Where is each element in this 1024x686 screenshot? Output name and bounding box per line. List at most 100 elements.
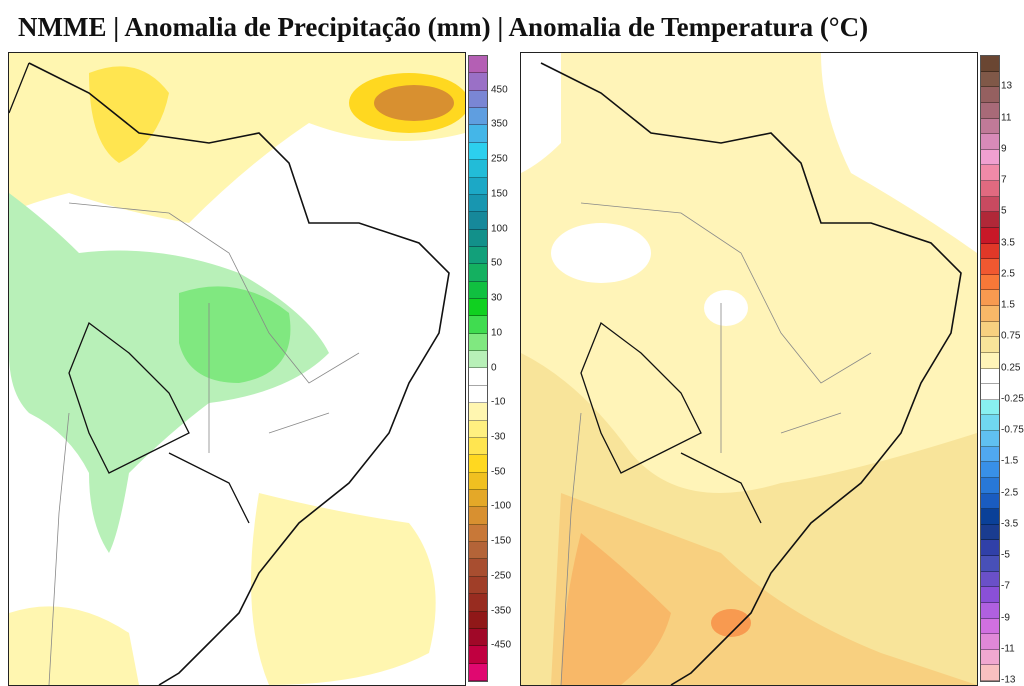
colorbar-tick-label: -13 — [1001, 674, 1016, 686]
colorbar-tick-label: 450 — [491, 84, 508, 96]
colorbar-tick-label: -1.5 — [1001, 455, 1019, 467]
colorbar-tick-label: -50 — [491, 466, 506, 478]
precipitation-colorbar — [468, 55, 488, 682]
colorbar-segment — [469, 437, 487, 456]
colorbar-segment — [469, 559, 487, 577]
colorbar-segment — [469, 56, 487, 74]
colorbar-tick-label: 5 — [1001, 205, 1007, 217]
colorbar-segment — [469, 628, 487, 647]
colorbar-tick-label: -11 — [1001, 643, 1015, 655]
colorbar-segment — [469, 264, 487, 282]
colorbar-segment — [469, 646, 487, 664]
colorbar-tick-label: 3.5 — [1001, 237, 1015, 248]
colorbar-segment — [981, 524, 999, 541]
colorbar-segment — [981, 56, 999, 72]
colorbar-segment — [981, 540, 999, 556]
colorbar-segment — [981, 134, 999, 150]
colorbar-tick-label: -0.25 — [1001, 393, 1024, 405]
colorbar-tick-label: 11 — [1001, 112, 1012, 123]
colorbar-segment — [469, 385, 487, 404]
colorbar-segment — [981, 71, 999, 88]
colorbar-segment — [469, 594, 487, 612]
colorbar-tick-label: -150 — [491, 535, 512, 547]
colorbar-tick-label: -2.5 — [1001, 487, 1019, 498]
colorbar-tick-label: 30 — [491, 292, 503, 304]
colorbar-segment — [469, 212, 487, 230]
colorbar-segment — [469, 524, 487, 543]
colorbar-segment — [469, 611, 487, 629]
colorbar-segment — [469, 125, 487, 143]
colorbar-segment — [981, 87, 999, 103]
colorbar-segment — [469, 229, 487, 247]
colorbar-segment — [981, 368, 999, 385]
colorbar-segment — [469, 368, 487, 386]
colorbar-segment — [469, 160, 487, 178]
colorbar-segment — [981, 227, 999, 244]
colorbar-segment — [981, 196, 999, 213]
temperature-colorbar — [980, 55, 1000, 682]
colorbar-segment — [469, 177, 487, 195]
colorbar-segment — [981, 212, 999, 228]
colorbar-segment — [981, 509, 999, 525]
colorbar-tick-label: 0 — [491, 362, 497, 373]
colorbar-segment — [981, 634, 999, 650]
colorbar-segment — [981, 602, 999, 619]
colorbar-segment — [981, 352, 999, 369]
colorbar-tick-label: 0.25 — [1001, 362, 1021, 373]
colorbar-segment — [981, 587, 999, 603]
colorbar-segment — [981, 243, 999, 260]
colorbar-tick-label: 50 — [491, 257, 503, 269]
colorbar-segment — [469, 576, 487, 595]
colorbar-segment — [981, 477, 999, 494]
colorbar-segment — [981, 181, 999, 197]
temperature-anomaly-map — [520, 52, 978, 686]
colorbar-tick-label: 0.75 — [1001, 330, 1021, 342]
colorbar-tick-label: 2.5 — [1001, 268, 1015, 280]
colorbar-segment — [469, 142, 487, 161]
colorbar-segment — [469, 472, 487, 490]
colorbar-segment — [981, 493, 999, 510]
colorbar-tick-label: -0.75 — [1001, 424, 1024, 436]
colorbar-segment — [981, 102, 999, 119]
colorbar-segment — [981, 571, 999, 588]
colorbar-tick-label: -30 — [491, 431, 506, 443]
figure-title: NMME | Anomalia de Precipitação (mm) | A… — [18, 12, 869, 42]
colorbar-tick-label: 9 — [1001, 143, 1007, 155]
colorbar-segment — [469, 489, 487, 508]
colorbar-segment — [469, 246, 487, 265]
colorbar-tick-label: -3.5 — [1001, 518, 1019, 530]
colorbar-tick-label: -350 — [491, 605, 512, 617]
colorbar-tick-label: 13 — [1001, 80, 1013, 92]
colorbar-segment — [981, 165, 999, 181]
colorbar-segment — [981, 556, 999, 572]
colorbar-tick-label: 250 — [491, 153, 508, 165]
colorbar-segment — [981, 337, 999, 353]
colorbar-segment — [469, 316, 487, 334]
colorbar-tick-label: -10 — [491, 396, 506, 408]
colorbar-segment — [469, 299, 487, 317]
colorbar-segment — [981, 665, 999, 681]
colorbar-segment — [469, 351, 487, 369]
colorbar-segment — [981, 446, 999, 463]
colorbar-segment — [981, 149, 999, 166]
colorbar-segment — [469, 663, 487, 681]
colorbar-segment — [469, 281, 487, 300]
colorbar-segment — [981, 118, 999, 135]
colorbar-segment — [981, 290, 999, 306]
colorbar-tick-label: -450 — [491, 639, 512, 651]
colorbar-tick-label: -100 — [491, 500, 512, 512]
colorbar-segment — [469, 403, 487, 421]
colorbar-segment — [981, 649, 999, 666]
colorbar-segment — [981, 618, 999, 635]
colorbar-segment — [469, 333, 487, 352]
colorbar-segment — [981, 415, 999, 431]
colorbar-tick-label: -250 — [491, 570, 512, 582]
colorbar-segment — [469, 507, 487, 525]
colorbar-segment — [469, 194, 487, 213]
colorbar-tick-label: -9 — [1001, 612, 1010, 623]
colorbar-segment — [981, 399, 999, 416]
colorbar-tick-label: 150 — [491, 188, 508, 200]
colorbar-segment — [981, 384, 999, 400]
colorbar-segment — [981, 306, 999, 322]
colorbar-tick-label: 7 — [1001, 174, 1007, 186]
